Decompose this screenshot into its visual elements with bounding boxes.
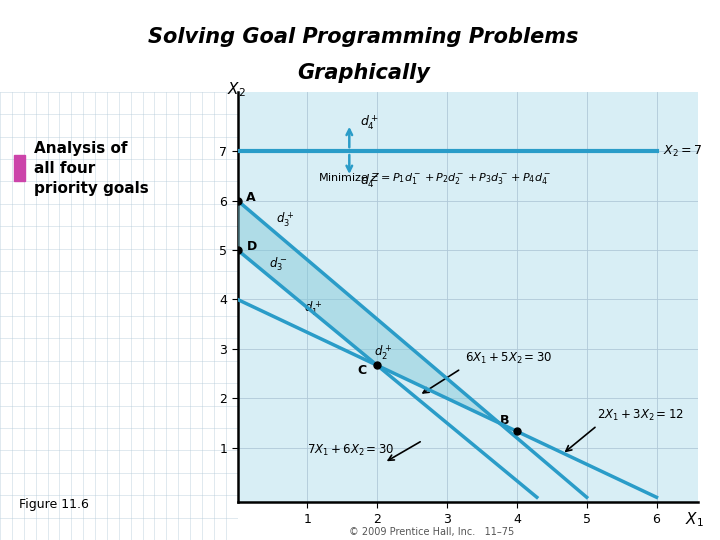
Text: $d_4^+$: $d_4^+$ [360,113,379,132]
Polygon shape [238,200,500,423]
Text: Solving Goal Programming Problems: Solving Goal Programming Problems [148,27,579,48]
Text: Figure 11.6: Figure 11.6 [19,498,89,511]
Text: $X_2 = 7$: $X_2 = 7$ [664,144,703,159]
Text: Minimize $Z = P_1d_1^- + P_2d_2^- + P_3d_3^- + P_4d_4^-$: Minimize $Z = P_1d_1^- + P_2d_2^- + P_3d… [318,171,551,186]
Text: $6X_1 + 5X_2 = 30$: $6X_1 + 5X_2 = 30$ [464,351,552,366]
Text: $X_2$: $X_2$ [227,80,246,99]
Text: $d_1^+$: $d_1^+$ [304,299,322,318]
Text: $7X_1 + 6X_2 = 30$: $7X_1 + 6X_2 = 30$ [307,443,395,458]
Text: A: A [246,191,256,204]
Text: $d_4^-$: $d_4^-$ [360,172,379,190]
Bar [14,155,25,181]
Text: $d_2^+$: $d_2^+$ [374,343,392,362]
Text: $2X_1 + 3X_2 = 12$: $2X_1 + 3X_2 = 12$ [597,408,684,423]
Text: Analysis of
all four
priority goals: Analysis of all four priority goals [35,141,149,195]
Text: B: B [500,414,509,427]
Text: C: C [357,364,366,377]
Text: D: D [247,240,257,253]
Text: $d_3^-$: $d_3^-$ [269,255,287,273]
Text: © 2009 Prentice Hall, Inc.   11–75: © 2009 Prentice Hall, Inc. 11–75 [349,527,515,537]
Text: $d_3^+$: $d_3^+$ [276,210,294,229]
Text: $X_1$: $X_1$ [685,510,704,529]
Text: Graphically: Graphically [297,63,430,83]
